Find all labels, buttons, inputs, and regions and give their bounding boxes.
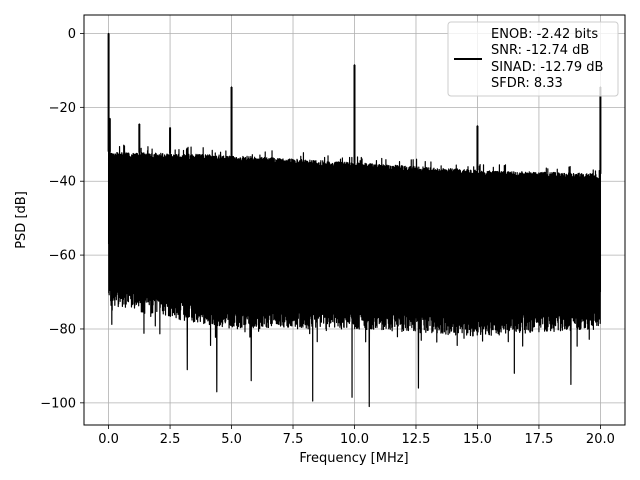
x-tick-label: 15.0: [463, 432, 492, 447]
x-tick-label: 17.5: [524, 432, 553, 447]
y-tick-label: −40: [49, 175, 76, 190]
x-tick-label: 7.5: [283, 432, 304, 447]
x-axis-label: Frequency [MHz]: [299, 451, 408, 466]
y-tick-label: −60: [49, 249, 76, 264]
y-tick-label: 0: [68, 27, 76, 42]
x-tick-label: 12.5: [402, 432, 431, 447]
y-axis-label: PSD [dB]: [14, 191, 29, 249]
legend: ENOB: -2.42 bits SNR: -12.74 dB SINAD: -…: [447, 21, 619, 97]
x-tick-label: 0.0: [98, 432, 119, 447]
psd-trace: [107, 32, 602, 408]
legend-sinad: SINAD: -12.79 dB: [491, 60, 603, 75]
x-tick-label: 2.5: [160, 432, 181, 447]
legend-sfdr: SFDR: 8.33: [491, 76, 563, 91]
legend-box: [447, 21, 619, 97]
x-axis-ticks: 0.0 2.5 5.0 7.5 10.0 12.5 15.0 17.5 20.0: [98, 425, 615, 447]
legend-enob: ENOB: -2.42 bits: [491, 27, 598, 42]
x-tick-label: 20.0: [586, 432, 615, 447]
psd-line: [107, 32, 602, 408]
x-tick-label: 5.0: [221, 432, 242, 447]
y-tick-label: −80: [49, 322, 76, 337]
plot-area: [107, 32, 602, 408]
y-axis-ticks: 0 −20 −40 −60 −80 −100: [40, 27, 84, 411]
y-tick-label: −100: [40, 396, 76, 411]
y-tick-label: −20: [49, 101, 76, 116]
x-tick-label: 10.0: [340, 432, 369, 447]
legend-snr: SNR: -12.74 dB: [491, 43, 589, 58]
